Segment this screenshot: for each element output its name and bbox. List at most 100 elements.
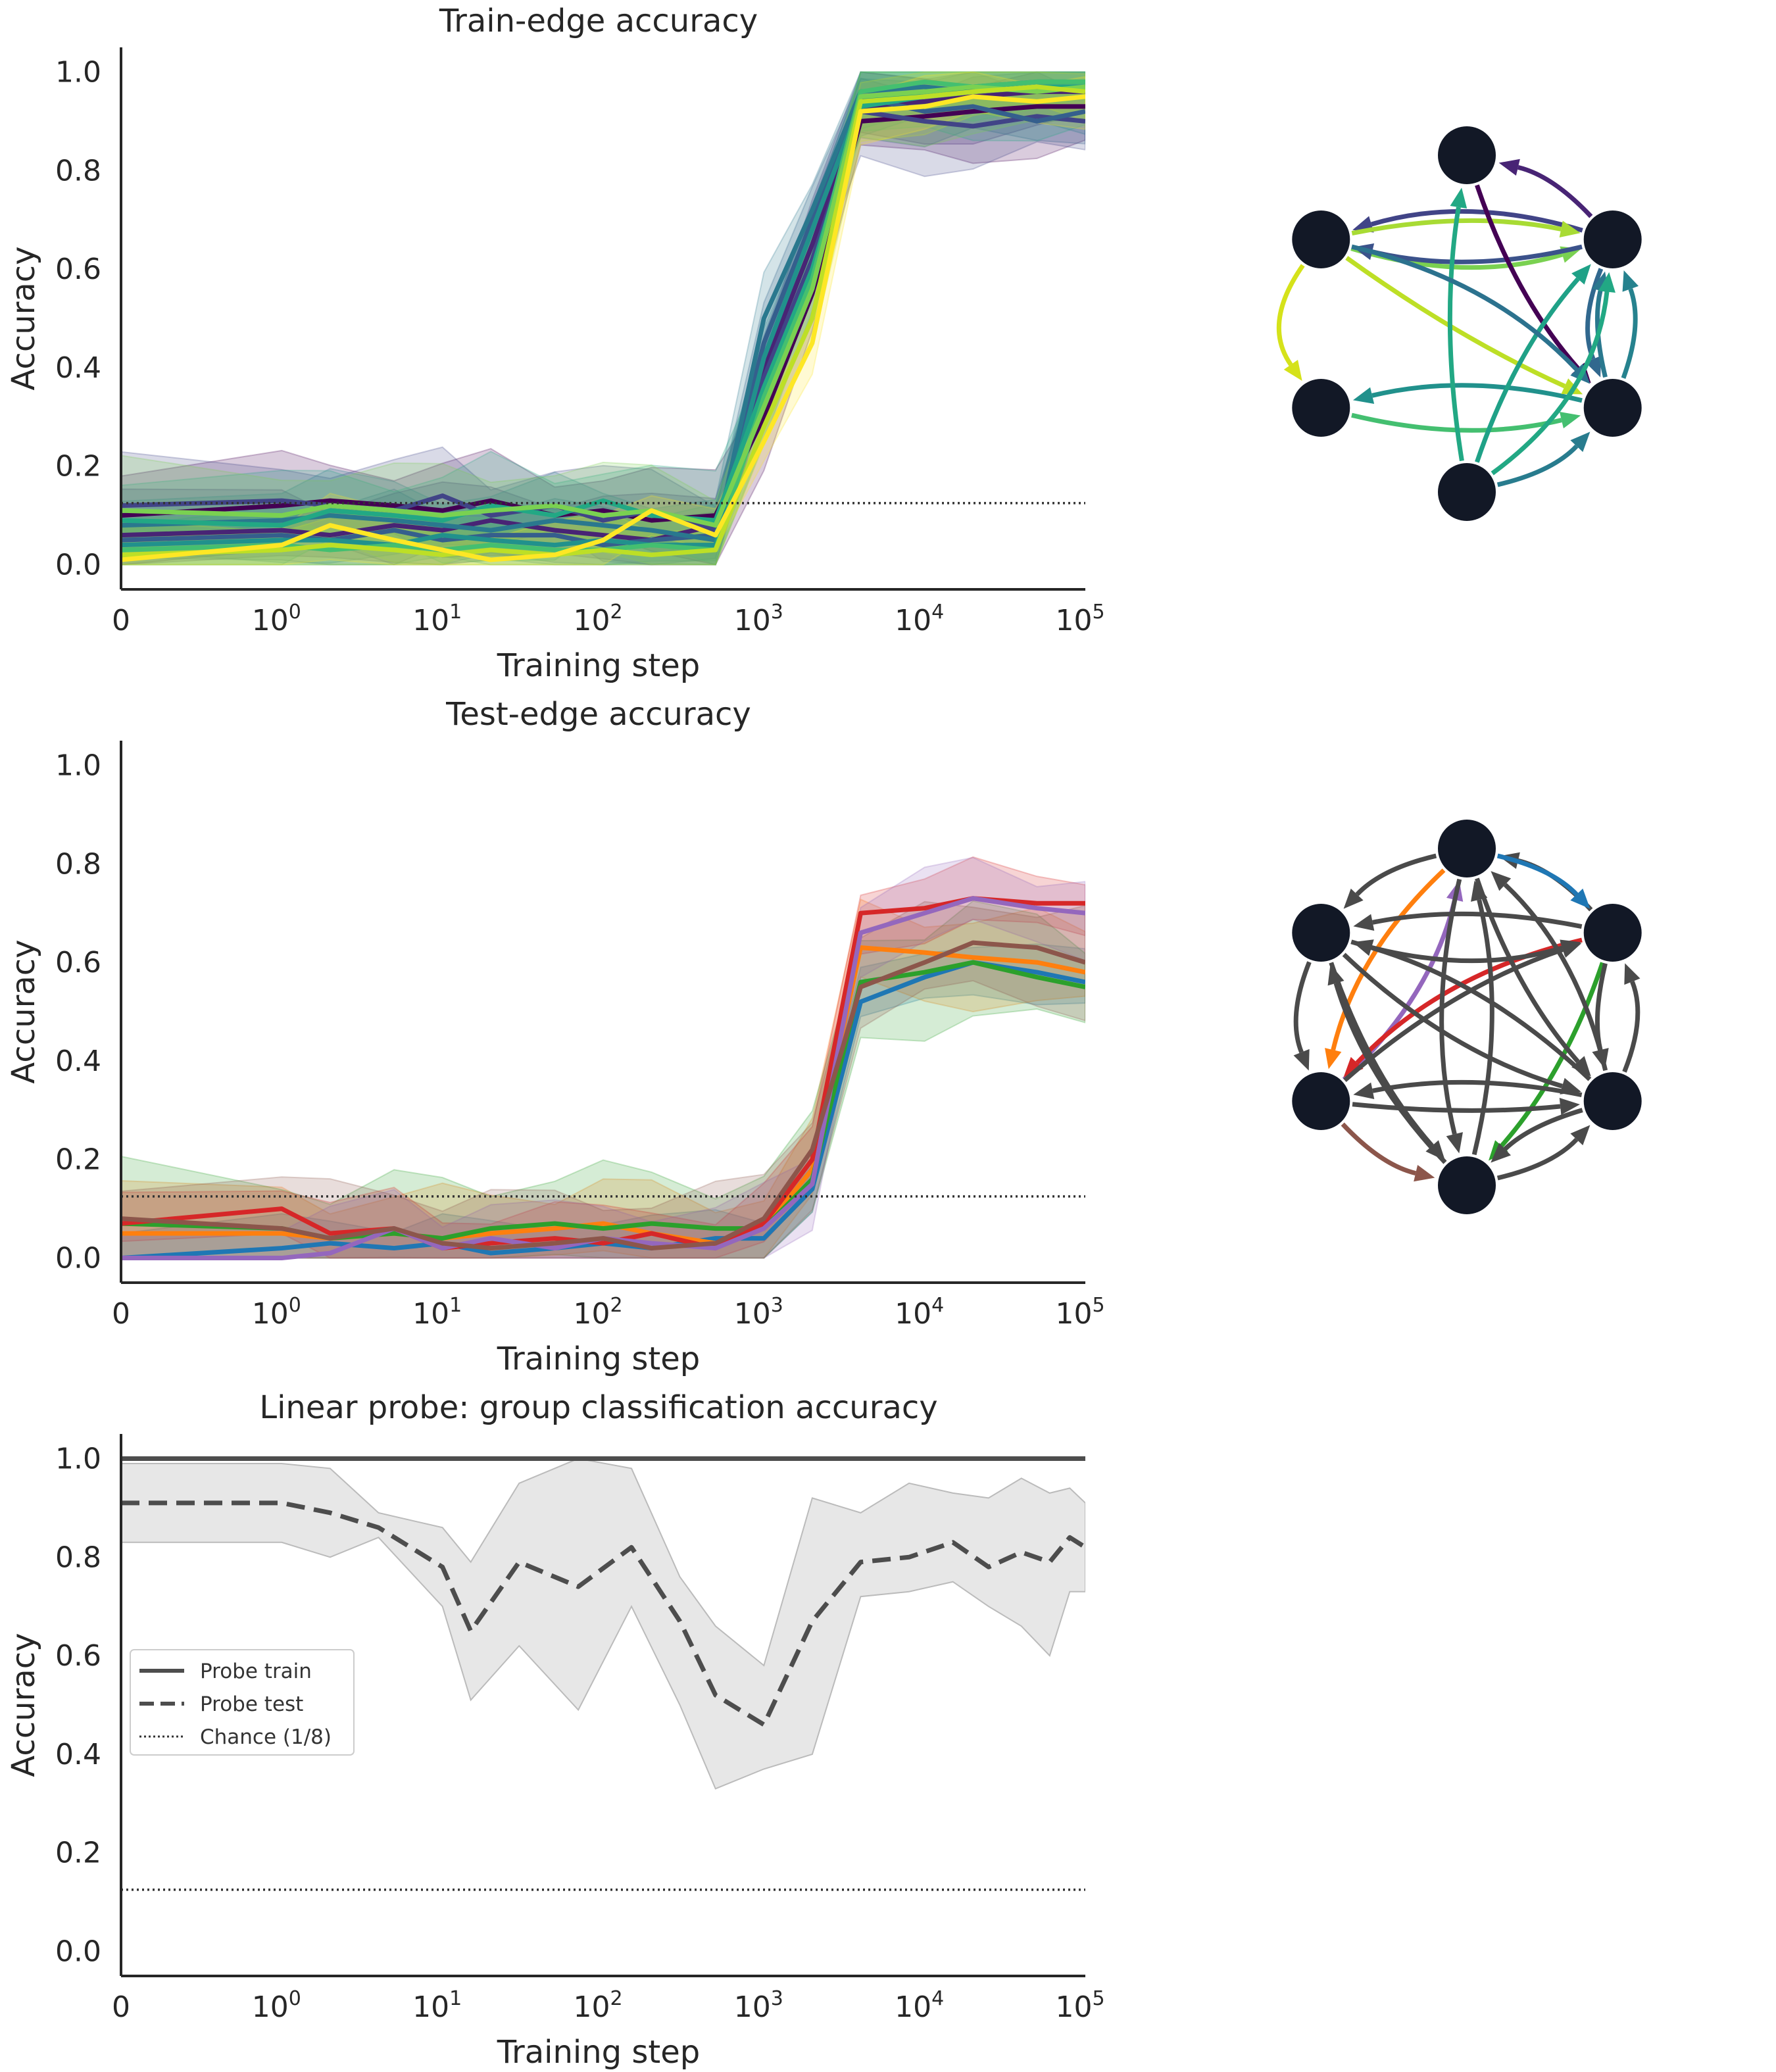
graph-edge <box>1471 899 1494 1156</box>
edge-arrowhead <box>1570 432 1591 453</box>
x-tick-exponent: 5 <box>1092 1987 1104 2010</box>
x-tick-exponent: 3 <box>771 1294 783 1317</box>
graph-edges <box>1293 852 1640 1182</box>
graph-edge <box>1276 264 1305 366</box>
edge-arrowhead <box>1570 1125 1591 1146</box>
graph-edge <box>1341 1122 1416 1175</box>
legend-label-probe-train: Probe train <box>200 1660 312 1683</box>
graph-nodes <box>1292 126 1642 521</box>
chart-title: Train-edge accuracy <box>439 3 758 39</box>
edge-arrowhead <box>1498 159 1520 176</box>
y-tick-label: 0.6 <box>55 946 101 979</box>
graph-node <box>1583 1072 1642 1130</box>
x-tick-exponent: 5 <box>1092 601 1104 624</box>
x-tick-exponent: 2 <box>610 1987 622 2010</box>
graph-edge <box>1333 982 1447 1164</box>
edge-arrowhead <box>1571 1056 1591 1077</box>
y-axis-label: Accuracy <box>5 1633 42 1777</box>
legend: Probe train Probe test Chance (1/8) <box>130 1649 355 1756</box>
series-lines <box>121 896 1085 1261</box>
edge-arrowhead <box>1471 880 1488 902</box>
graph-edge <box>1351 412 1562 433</box>
x-tick-exponent: 5 <box>1092 1294 1104 1317</box>
x-tick-label: 105 <box>1055 601 1104 637</box>
graph-edge <box>1503 883 1608 1072</box>
x-tick-exponent: 1 <box>449 601 462 624</box>
edge-arrowhead <box>1414 1164 1435 1182</box>
x-tick-label: 102 <box>573 1987 622 2024</box>
y-tick-label: 0.4 <box>55 1738 101 1771</box>
edge-arrowhead <box>1570 888 1591 909</box>
graph-node <box>1292 904 1350 962</box>
legend-label-probe-test: Probe test <box>200 1692 303 1716</box>
graph-edge <box>1293 961 1312 1054</box>
x-tick-label: 104 <box>895 1987 944 2024</box>
x-tick-label: 103 <box>734 1987 783 2024</box>
x-tick-label: 101 <box>412 1987 462 2024</box>
x-tick-exponent: 3 <box>771 1987 783 2010</box>
edge-arrowhead <box>1327 964 1344 986</box>
y-tick-label: 0.6 <box>55 253 101 286</box>
graph-edge <box>1352 1102 1561 1113</box>
chart-title: Test-edge accuracy <box>445 696 751 733</box>
y-tick-label: 0.8 <box>55 1541 101 1574</box>
graph-edge <box>1370 209 1583 233</box>
series-lines <box>121 1456 1085 1891</box>
x-tick-exponent: 1 <box>449 1294 462 1317</box>
series-line <box>121 896 1085 1261</box>
graph-edge <box>1496 853 1579 897</box>
edge-arrowhead <box>1352 387 1375 404</box>
y-axis-label: Accuracy <box>5 939 42 1083</box>
edge-arrowhead <box>1622 270 1639 292</box>
y-tick-label: 0.6 <box>55 1639 101 1673</box>
edge-arrowhead <box>1283 360 1302 382</box>
x-tick-label: 103 <box>734 601 783 637</box>
graph-edge <box>1447 207 1464 462</box>
legend-label-chance: Chance (1/8) <box>200 1725 332 1749</box>
confidence-bands <box>121 71 1085 566</box>
edge-arrowhead <box>1559 412 1581 429</box>
y-tick-label: 0.0 <box>55 549 101 582</box>
edge-arrowhead <box>1446 1132 1463 1154</box>
graph-edge <box>1475 277 1580 463</box>
x-tick-label: 102 <box>573 601 622 637</box>
graph-edge <box>1355 937 1583 1065</box>
x-tick-exponent: 0 <box>289 601 301 624</box>
x-tick-exponent: 1 <box>449 1987 462 2010</box>
edge-arrowhead <box>1491 871 1512 891</box>
x-tick-label: 104 <box>895 601 944 637</box>
graph-edge <box>1351 244 1579 372</box>
x-tick-exponent: 2 <box>610 1294 622 1317</box>
graph-edge <box>1622 980 1640 1073</box>
x-tick-label: 100 <box>252 1294 301 1331</box>
edge-arrowhead <box>1343 888 1364 909</box>
x-tick-exponent: 4 <box>931 1987 944 2010</box>
x-tick-exponent: 3 <box>771 601 783 624</box>
edge-arrowhead <box>1343 1056 1364 1077</box>
x-tick-label: 105 <box>1055 1987 1104 2024</box>
edge-arrowhead <box>1561 378 1583 395</box>
x-tick-label: 100 <box>252 1987 301 2024</box>
y-tick-label: 0.2 <box>55 450 101 483</box>
edge-arrowhead <box>1325 1048 1342 1070</box>
test-edge-accuracy-chart: Test-edge accuracy 0.00.20.40.60.81.00 10… <box>5 696 1105 1377</box>
x-tick-label: 101 <box>412 601 462 637</box>
y-tick-label: 0.4 <box>55 351 101 385</box>
graph-edge <box>1496 1137 1579 1181</box>
x-tick-exponent: 4 <box>931 1294 944 1317</box>
graph-node <box>1583 904 1642 962</box>
x-tick-exponent: 0 <box>289 1294 301 1317</box>
edge-arrowhead <box>1352 939 1374 956</box>
graph-node <box>1438 126 1496 184</box>
edge-arrowhead <box>1598 272 1616 293</box>
y-tick-label: 0.2 <box>55 1837 101 1870</box>
series-line <box>121 104 1085 523</box>
y-tick-label: 0.0 <box>55 1242 101 1275</box>
series-band <box>121 856 1085 1259</box>
series-line <box>121 94 1085 562</box>
x-tick-exponent: 0 <box>289 1987 301 2010</box>
graph-edge <box>1371 383 1583 403</box>
y-tick-label: 0.4 <box>55 1045 101 1078</box>
graph-edge <box>1371 945 1592 1081</box>
